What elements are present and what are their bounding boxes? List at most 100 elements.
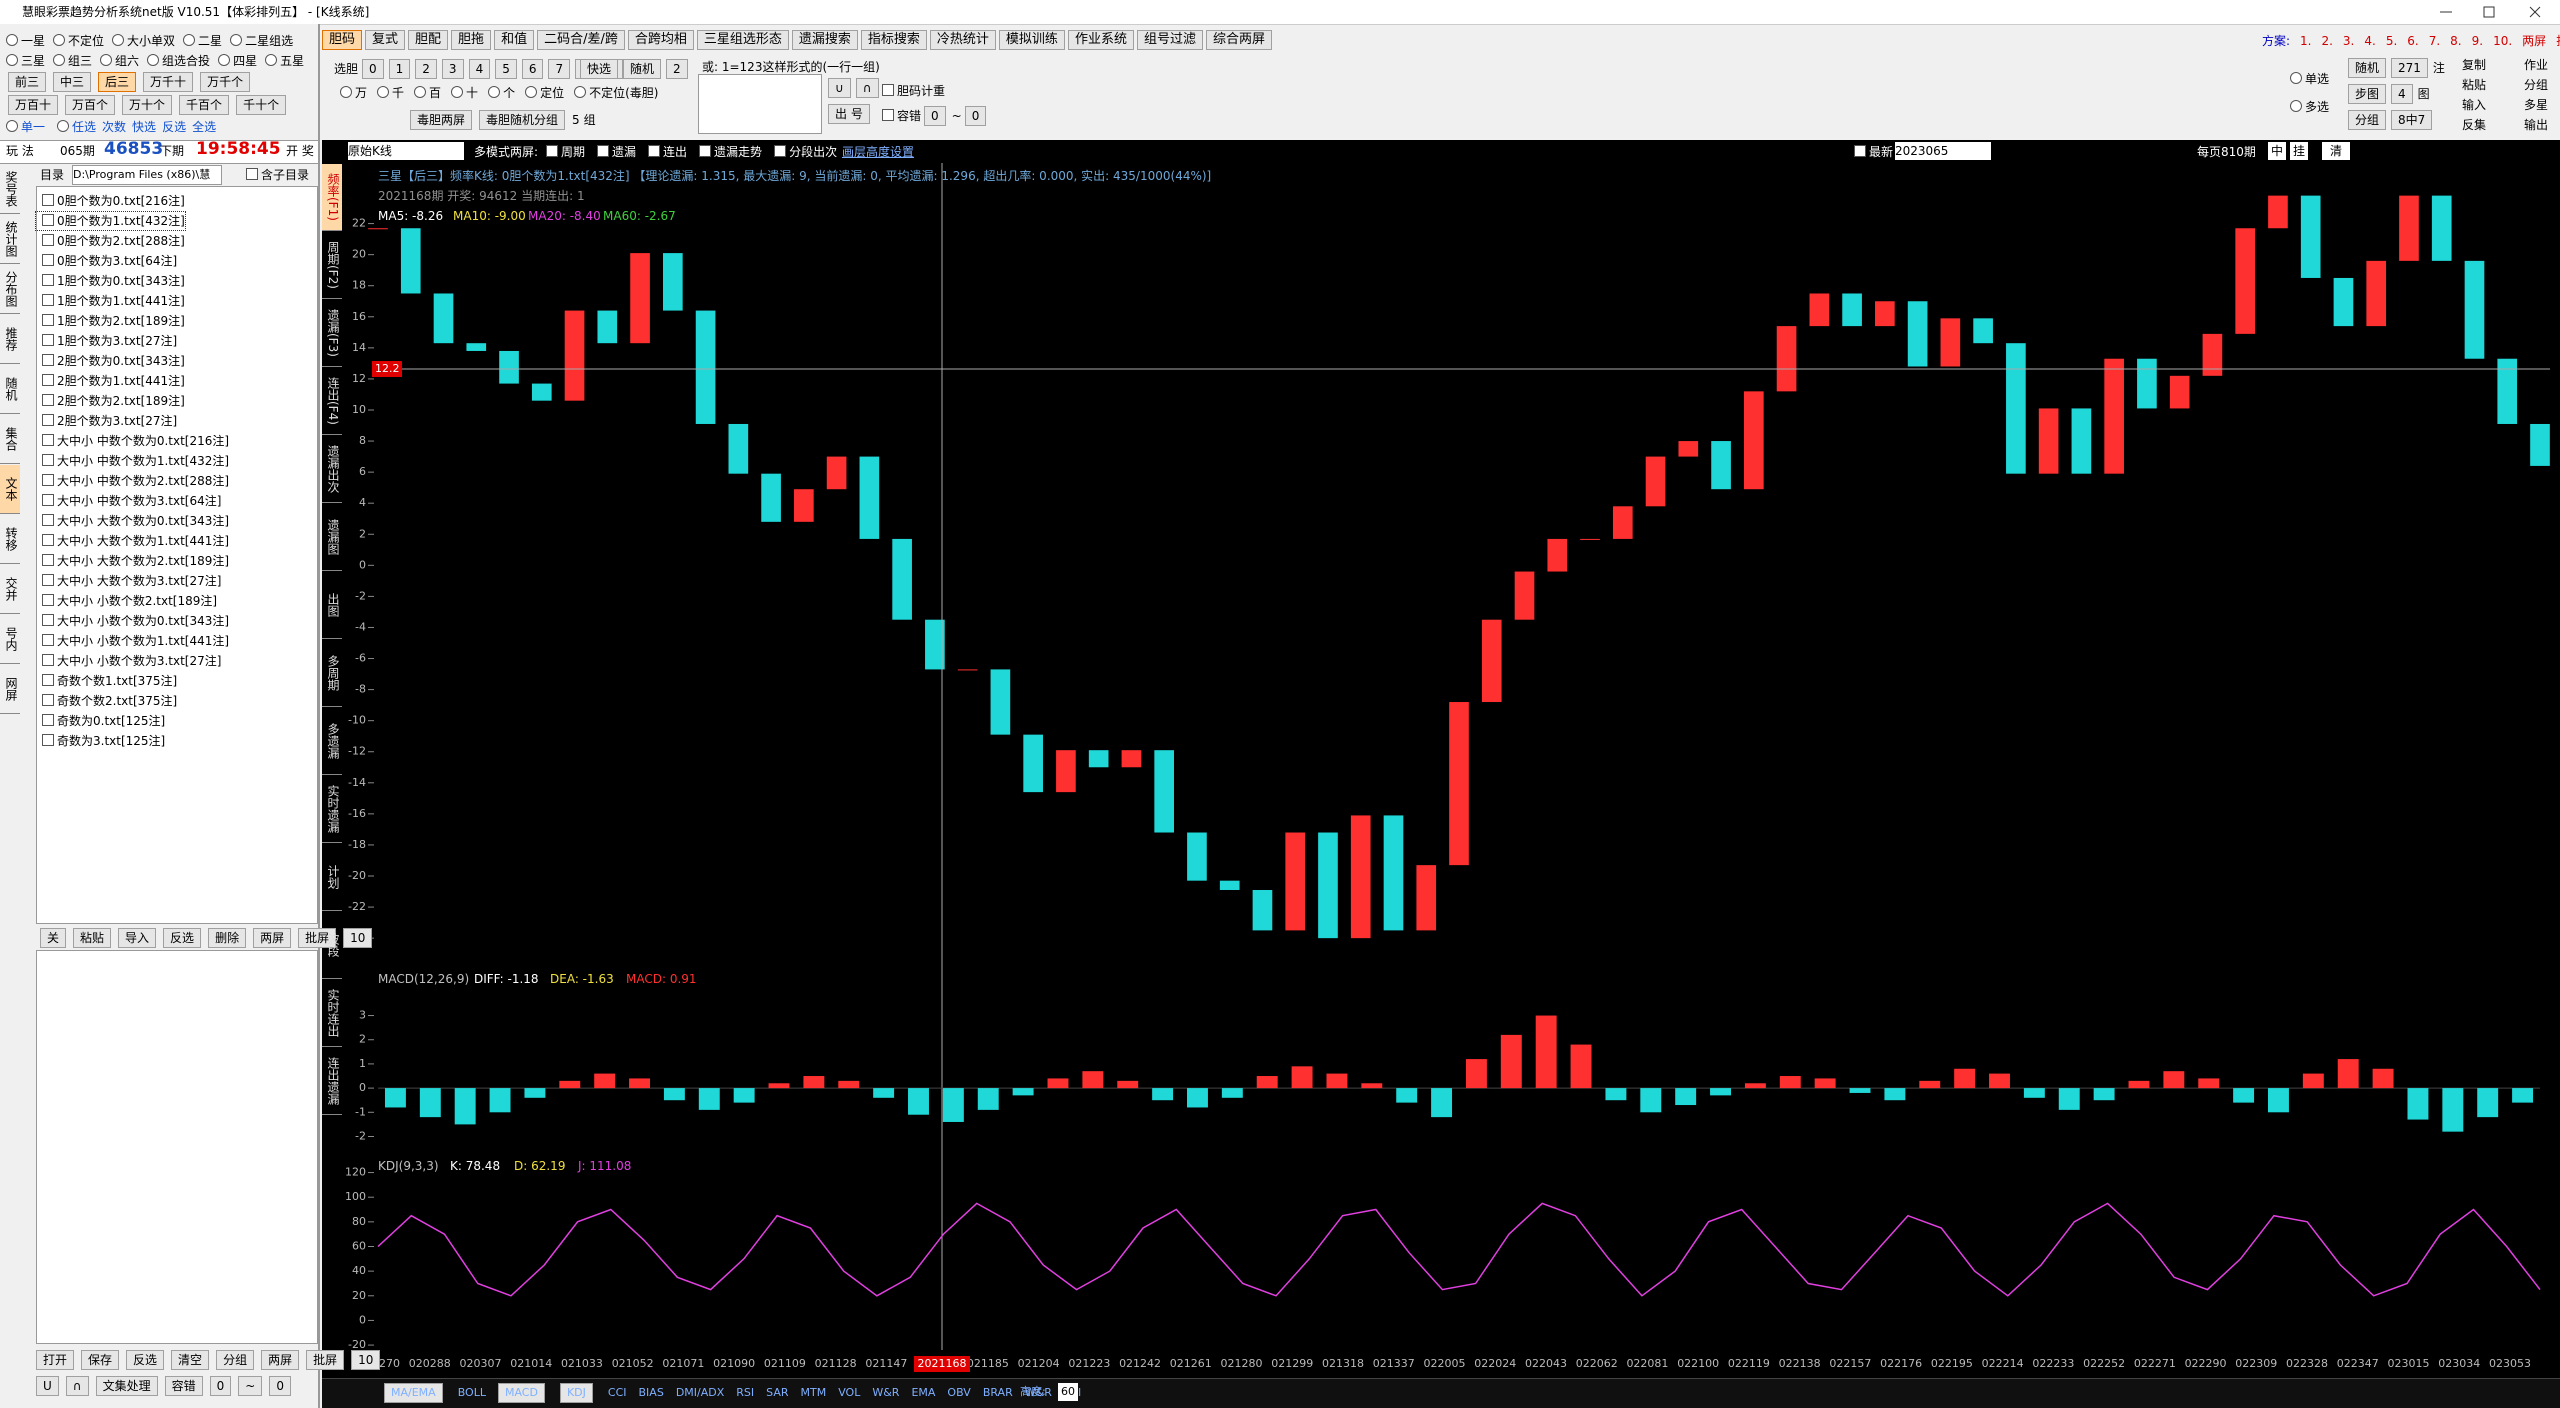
select-option[interactable]: 快选: [132, 120, 157, 134]
group-button[interactable]: 毒胆随机分组: [479, 110, 566, 130]
mode-radio[interactable]: 一星: [0, 32, 45, 50]
file-item[interactable]: 2胆个数为3.txt[27注]: [36, 412, 177, 430]
action-button[interactable]: 分组: [2524, 78, 2549, 92]
mode-radio[interactable]: 五星: [259, 52, 304, 70]
file-item[interactable]: 奇数个数2.txt[375注]: [36, 692, 177, 710]
position-radio[interactable]: 万: [334, 84, 367, 102]
indicator-tab[interactable]: EMA: [911, 1386, 936, 1399]
menu-tab[interactable]: 和值: [494, 30, 535, 50]
menu-tab[interactable]: 作业系统: [1067, 30, 1134, 50]
clear-button[interactable]: 清: [2322, 142, 2351, 160]
side-tab[interactable]: 推荐: [0, 315, 20, 364]
tolerance[interactable]: ~: [951, 109, 962, 123]
select-option[interactable]: 次数: [102, 120, 127, 134]
plan-item[interactable]: 8.: [2450, 34, 2462, 48]
position-radio[interactable]: 十: [445, 84, 478, 102]
side-tab[interactable]: 集合: [0, 415, 20, 464]
kline-mode-select[interactable]: 原始K线: [348, 142, 464, 160]
position-button[interactable]: 万百十: [8, 95, 59, 115]
file-tool-button[interactable]: 打开: [36, 1350, 75, 1370]
plan-item[interactable]: 5.: [2385, 34, 2398, 48]
tolerance[interactable]: 0: [924, 106, 946, 126]
chart-tab[interactable]: 实时连出: [322, 980, 342, 1047]
file-tool-button[interactable]: 10: [351, 1350, 381, 1370]
list-tool-button[interactable]: 关: [40, 928, 67, 948]
indicator-tab[interactable]: CCI: [607, 1386, 627, 1399]
menu-tab[interactable]: 二码合/差/跨: [537, 30, 625, 50]
group-button[interactable]: 5: [572, 113, 580, 127]
random-count[interactable]: 271: [2391, 58, 2428, 78]
plan-item[interactable]: 3.: [2342, 34, 2355, 48]
file-item[interactable]: 2胆个数为1.txt[441注]: [36, 372, 185, 390]
file-item[interactable]: 大中小 中数个数为0.txt[216注]: [36, 432, 229, 450]
height-value[interactable]: 60: [1058, 1383, 1078, 1401]
file-tool-option[interactable]: 0: [269, 1376, 291, 1396]
file-item[interactable]: 2胆个数为2.txt[189注]: [36, 392, 185, 410]
set-op-button[interactable]: ∪: [828, 78, 851, 98]
list-tool-button[interactable]: 反选: [163, 928, 202, 948]
action-button[interactable]: 反集: [2462, 118, 2487, 132]
mode-radio[interactable]: 组选合投: [141, 52, 210, 70]
file-item[interactable]: 0胆个数为2.txt[288注]: [36, 232, 185, 250]
chart-tab[interactable]: 频率(F1): [322, 164, 342, 231]
window-controls[interactable]: [2430, 3, 2550, 21]
digit-button[interactable]: 1: [388, 59, 411, 79]
menu-tab[interactable]: 指标搜索: [860, 30, 927, 50]
menu-tab[interactable]: 冷热统计: [929, 30, 996, 50]
chart-tab[interactable]: 连出(F4): [322, 368, 342, 435]
position-button[interactable]: 万十个: [122, 95, 173, 115]
mode-radio[interactable]: 四星: [212, 52, 257, 70]
position-radio[interactable]: 千: [371, 84, 404, 102]
file-item[interactable]: 大中小 小数个数为1.txt[441注]: [36, 632, 229, 650]
mode-radio[interactable]: 二星组选: [224, 32, 293, 50]
menu-tab[interactable]: 三星组选形态: [696, 30, 789, 50]
file-item[interactable]: 0胆个数为3.txt[64注]: [36, 252, 177, 270]
file-item[interactable]: 0胆个数为0.txt[216注]: [36, 192, 185, 210]
file-item[interactable]: 0胆个数为1.txt[432注]: [35, 211, 186, 231]
position-radio[interactable]: 不定位(毒胆): [568, 84, 658, 102]
group-select[interactable]: 分组: [2348, 110, 2387, 130]
plan-item[interactable]: 1.: [2300, 34, 2312, 48]
layer-height-link[interactable]: 画层高度设置: [842, 145, 915, 159]
plan-item[interactable]: 7.: [2428, 34, 2441, 48]
file-item[interactable]: 大中小 中数个数为3.txt[64注]: [36, 492, 221, 510]
plan-item[interactable]: 10.: [2493, 34, 2513, 48]
position-radio[interactable]: 百: [408, 84, 441, 102]
random-count[interactable]: 注: [2432, 61, 2445, 75]
position-button[interactable]: 后三: [98, 72, 137, 92]
chart-tab[interactable]: 遗漏出次: [322, 436, 342, 503]
file-item[interactable]: 奇数为3.txt[125注]: [36, 732, 165, 750]
file-tool-button[interactable]: 分组: [216, 1350, 255, 1370]
indicator-tab[interactable]: SAR: [766, 1386, 789, 1399]
list-tool-button[interactable]: 两屏: [253, 928, 292, 948]
indicator-tab[interactable]: RSI: [736, 1386, 755, 1399]
list-tool-button[interactable]: 删除: [208, 928, 247, 948]
indicator-tab[interactable]: MACD: [497, 1383, 545, 1403]
action-button[interactable]: 多星: [2524, 98, 2549, 112]
pick-button[interactable]: 快选: [580, 59, 619, 79]
menu-tab[interactable]: 模拟训练: [998, 30, 1065, 50]
menu-tab[interactable]: 遗漏搜索: [791, 30, 858, 50]
select-option[interactable]: 任选: [51, 118, 96, 136]
chart-tab[interactable]: 多周期: [322, 640, 342, 707]
file-tool-button[interactable]: 批屏: [306, 1350, 345, 1370]
file-item[interactable]: 1胆个数为3.txt[27注]: [36, 332, 177, 350]
hang-button[interactable]: 挂: [2290, 142, 2309, 160]
chart-tab[interactable]: 波段: [322, 912, 342, 979]
file-item[interactable]: 1胆个数为2.txt[189注]: [36, 312, 185, 330]
file-tool-option[interactable]: 容错: [164, 1376, 203, 1396]
group-select[interactable]: 8中7: [2391, 110, 2433, 130]
action-button[interactable]: 输出: [2524, 118, 2549, 132]
file-item[interactable]: 大中小 大数个数为2.txt[189注]: [36, 552, 229, 570]
position-button[interactable]: 千十个: [236, 95, 287, 115]
file-item[interactable]: 1胆个数为1.txt[441注]: [36, 292, 185, 310]
menu-tab[interactable]: 胆码: [322, 30, 363, 50]
indicator-tab[interactable]: MA/EMA: [384, 1383, 443, 1403]
latest-checkbox[interactable]: 最新: [1848, 143, 1893, 161]
list-tool-button[interactable]: 粘贴: [73, 928, 112, 948]
indicator-tab[interactable]: DMI/ADX: [675, 1386, 725, 1399]
chart-option[interactable]: 周期: [540, 143, 585, 161]
side-tab[interactable]: 交并: [0, 565, 20, 614]
menu-tab[interactable]: 胆配: [408, 30, 449, 50]
pick-button[interactable]: 2: [666, 59, 688, 79]
